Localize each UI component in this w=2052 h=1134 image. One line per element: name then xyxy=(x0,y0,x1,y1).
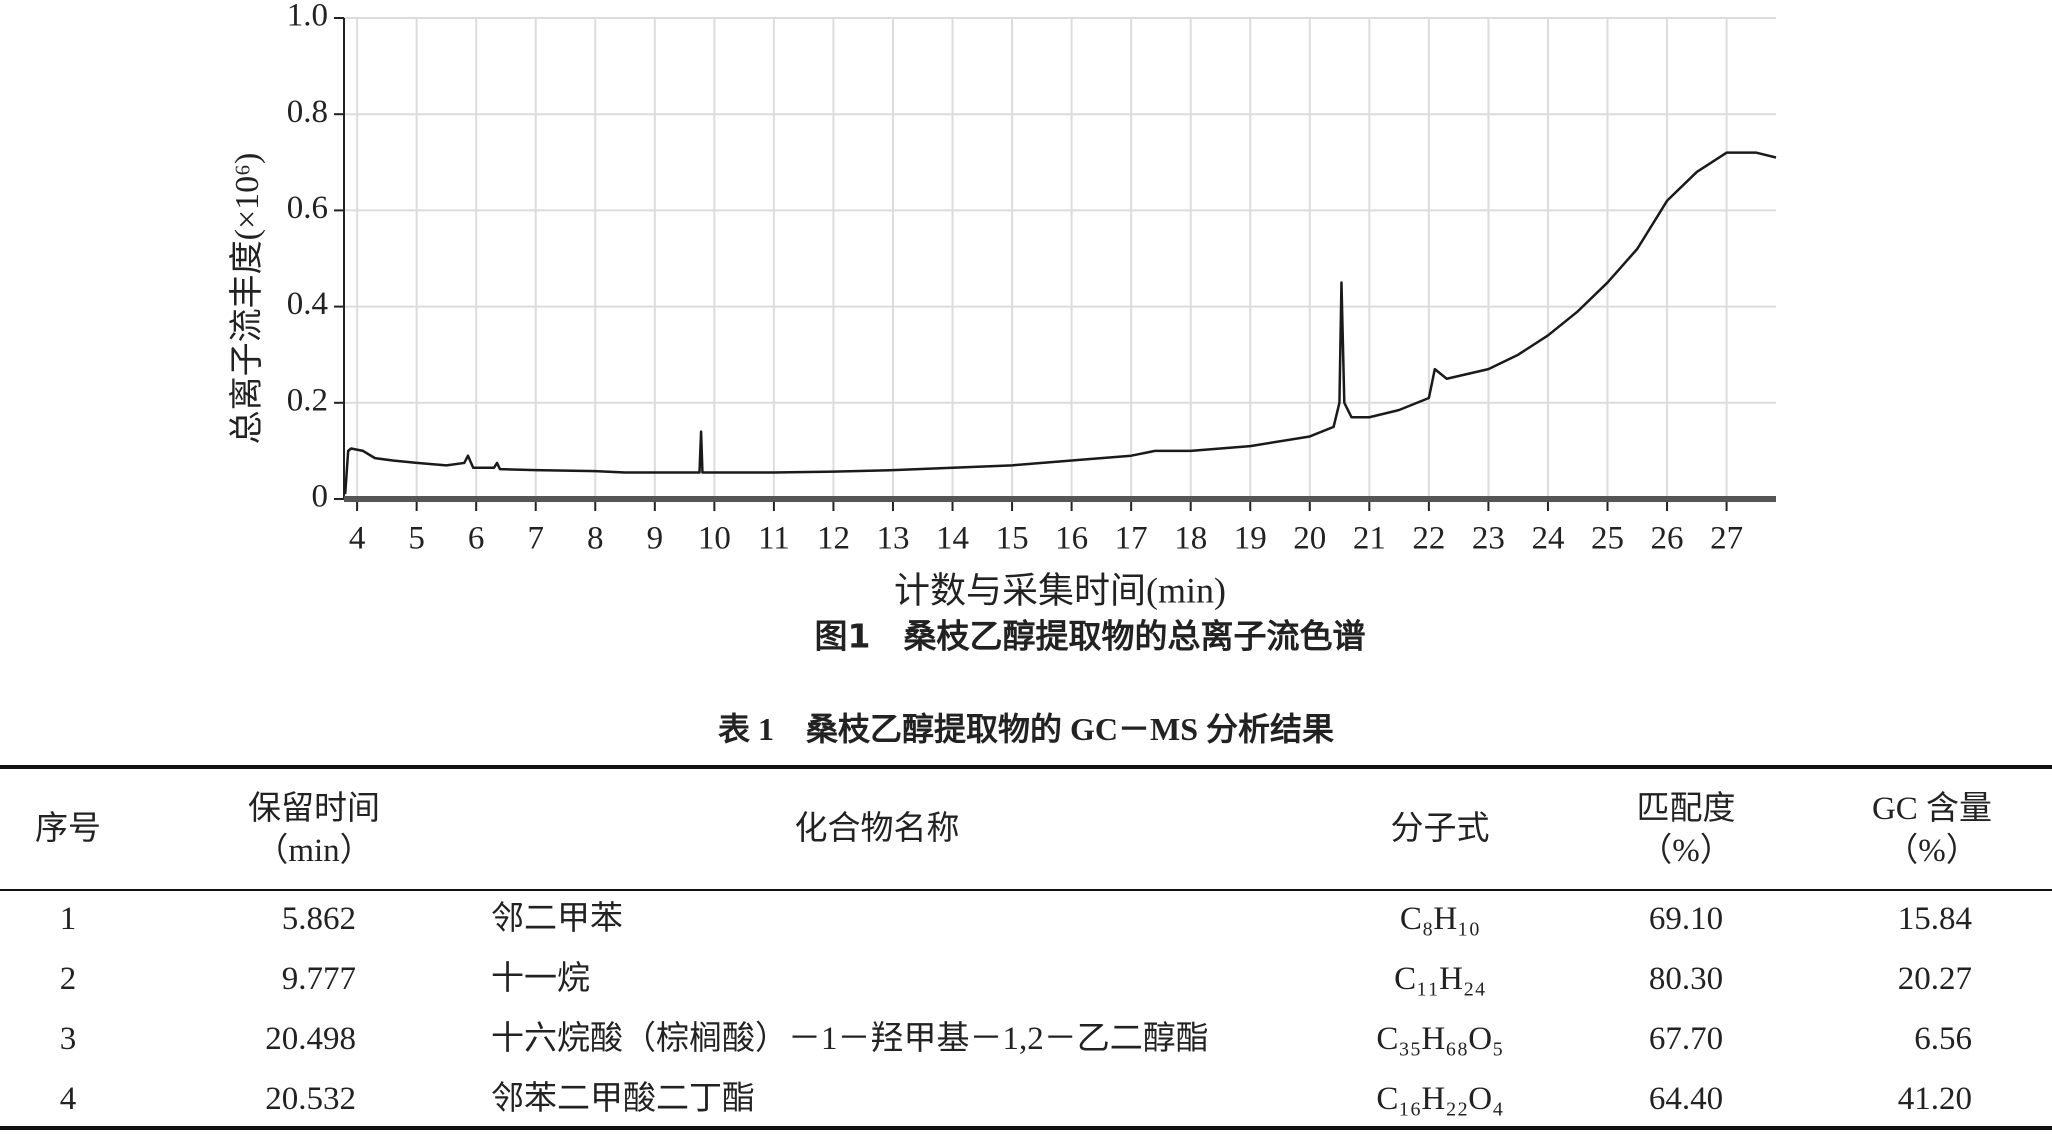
y-tick-label: 0.4 xyxy=(287,286,328,322)
table-cell: C₈H₁₀ xyxy=(1399,901,1481,937)
table-cell: 十六烷酸（棕榈酸）－1－羟甲基－1,2－乙二醇酯 xyxy=(491,1021,1209,1057)
table-cell: 3 xyxy=(59,1021,77,1057)
figure-caption: 图1 桑枝乙醇提取物的总离子流色谱 xyxy=(815,617,1366,656)
column-header: （min） xyxy=(255,833,373,869)
x-tick-label: 17 xyxy=(1115,521,1148,557)
x-tick-label: 23 xyxy=(1472,521,1505,557)
x-tick-label: 20 xyxy=(1293,521,1326,557)
column-header: 序号 xyxy=(35,811,101,847)
column-header: 化合物名称 xyxy=(794,811,960,847)
y-tick-label: 1.0 xyxy=(287,0,328,34)
table-cell: 41.20 xyxy=(1897,1081,1972,1117)
x-tick-label: 18 xyxy=(1174,521,1207,557)
table-cell: 69.10 xyxy=(1648,901,1724,937)
table-title: 表 1 桑枝乙醇提取物的 GC－MS 分析结果 xyxy=(717,711,1335,747)
column-header: GC 含量 xyxy=(1871,791,1993,827)
y-tick-label: 0.6 xyxy=(287,190,328,226)
x-tick-label: 8 xyxy=(587,521,604,557)
x-tick-label: 22 xyxy=(1412,521,1445,557)
column-header: 匹配度 xyxy=(1636,791,1736,827)
y-tick-label: 0.8 xyxy=(287,94,328,130)
table-cell: 5.862 xyxy=(281,901,356,937)
x-axis-label: 计数与采集时间(min) xyxy=(894,570,1226,610)
x-tick-label: 13 xyxy=(876,521,909,557)
x-tick-label: 10 xyxy=(698,521,731,557)
column-header: 保留时间 xyxy=(248,791,380,827)
column-header: （%） xyxy=(1885,833,1979,869)
y-tick-label: 0.2 xyxy=(287,382,328,418)
table-cell: C₁₁H₂₄ xyxy=(1394,961,1486,997)
table-cell: 20.498 xyxy=(265,1021,356,1057)
table-cell: C₃₅H₆₈O₅ xyxy=(1376,1021,1504,1057)
x-tick-label: 7 xyxy=(527,521,544,557)
x-tick-label: 27 xyxy=(1710,521,1743,557)
x-tick-label: 24 xyxy=(1531,521,1564,557)
table-cell: 2 xyxy=(59,961,77,997)
x-tick-label: 16 xyxy=(1055,521,1088,557)
table-cell: 9.777 xyxy=(281,961,356,997)
table-cell: 15.84 xyxy=(1897,901,1972,937)
x-tick-label: 15 xyxy=(996,521,1029,557)
table-cell: 十一烷 xyxy=(491,961,590,997)
table-cell: 80.30 xyxy=(1648,961,1724,997)
x-tick-label: 6 xyxy=(468,521,485,557)
table-top-rule xyxy=(0,765,2052,769)
table-cell: C₁₆H₂₂O₄ xyxy=(1376,1081,1504,1117)
y-axis-label: 总离子流丰度(×10⁶) xyxy=(228,153,266,445)
x-tick-label: 5 xyxy=(408,521,425,557)
table-cell: 邻苯二甲酸二丁酯 xyxy=(491,1081,755,1117)
column-header: （%） xyxy=(1639,833,1733,869)
table-cell: 20.27 xyxy=(1897,961,1972,997)
x-tick-label: 19 xyxy=(1234,521,1267,557)
x-tick-label: 14 xyxy=(936,521,969,557)
table-cell: 4 xyxy=(59,1081,77,1117)
column-header: 分子式 xyxy=(1390,811,1490,847)
table-bottom-rule xyxy=(0,1126,2052,1130)
table-cell: 67.70 xyxy=(1648,1021,1724,1057)
table-header-rule xyxy=(0,889,2052,891)
table-cell: 6.56 xyxy=(1914,1021,1972,1057)
table-cell: 1 xyxy=(59,901,77,937)
data-line xyxy=(343,151,1777,495)
y-tick-label: 0 xyxy=(312,479,329,515)
x-tick-label: 25 xyxy=(1591,521,1624,557)
x-tick-label: 11 xyxy=(758,521,790,557)
plot-area xyxy=(344,18,1776,499)
x-tick-label: 9 xyxy=(647,521,664,557)
table-cell: 20.532 xyxy=(265,1081,356,1117)
chart: 4 5 6 7 8 9 10 11 12 13 14 15 16 17 18 19 20 21 22 23 24 25 26… xyxy=(228,0,1777,656)
x-tick-label: 26 xyxy=(1651,521,1684,557)
x-tick-label: 12 xyxy=(817,521,850,557)
x-tick-label: 4 xyxy=(349,521,366,557)
table-cell: 64.40 xyxy=(1648,1081,1724,1117)
x-tick-label: 21 xyxy=(1353,521,1386,557)
table-cell: 邻二甲苯 xyxy=(491,901,623,937)
